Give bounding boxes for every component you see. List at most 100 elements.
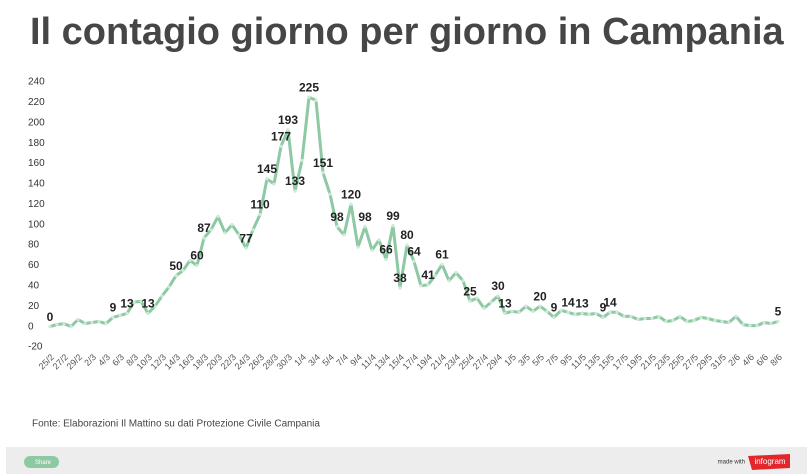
brand: infogram: [754, 457, 785, 466]
data-point: [237, 233, 241, 237]
data-point: [328, 192, 332, 196]
data-label: 20: [533, 289, 547, 303]
data-point: [62, 321, 66, 326]
data-point: [153, 304, 157, 308]
data-point: [111, 315, 115, 320]
data-point: [741, 322, 745, 327]
data-point: [538, 304, 542, 308]
data-point: [300, 158, 304, 163]
data-point: [727, 320, 731, 325]
data-point: [209, 228, 213, 232]
data-point: [202, 236, 206, 240]
y-tick-label: 100: [28, 219, 45, 230]
data-label: 13: [120, 297, 134, 311]
data-point: [636, 317, 640, 322]
data-label: 98: [330, 210, 344, 224]
data-label: 98: [358, 210, 372, 224]
y-tick-label: 240: [28, 77, 45, 88]
data-point: [181, 268, 185, 273]
data-point: [545, 309, 549, 313]
data-point: [461, 279, 465, 283]
y-tick-label: 0: [28, 321, 34, 332]
y-tick-label: 40: [28, 280, 40, 291]
data-label: 14: [561, 296, 575, 310]
data-label: 120: [341, 187, 361, 201]
data-point: [678, 314, 682, 319]
x-tick-label: 30/3: [275, 352, 294, 371]
data-point: [706, 316, 710, 321]
data-label: 66: [379, 243, 393, 257]
data-point: [692, 318, 696, 323]
data-point: [440, 262, 444, 267]
data-point: [713, 318, 717, 323]
data-point: [174, 274, 178, 278]
share-button[interactable]: [24, 456, 59, 468]
data-label: 9: [600, 301, 607, 315]
data-point: [524, 304, 528, 308]
data-label: 87: [197, 221, 211, 235]
data-point: [83, 321, 87, 326]
data-label: 99: [386, 209, 400, 223]
data-point: [510, 309, 514, 313]
data-point: [349, 202, 353, 206]
data-point: [160, 294, 164, 298]
data-point: [48, 325, 52, 329]
data-line: [49, 95, 779, 329]
data-point: [265, 177, 269, 181]
data-label: 77: [239, 231, 253, 245]
data-point: [90, 320, 94, 325]
data-point: [503, 311, 507, 315]
data-point: [223, 231, 227, 235]
data-point: [405, 243, 409, 247]
y-tick-label: 160: [28, 158, 45, 169]
data-point: [167, 285, 171, 289]
data-point: [293, 189, 297, 193]
data-point: [188, 258, 192, 262]
data-point: [573, 312, 577, 316]
data-point: [629, 314, 633, 319]
data-label: 5: [775, 305, 782, 319]
data-point: [755, 323, 759, 328]
y-tick-label: 60: [28, 260, 40, 271]
data-point: [699, 315, 703, 320]
data-point: [314, 98, 318, 102]
data-label: 193: [278, 113, 298, 127]
data-point: [447, 279, 451, 283]
data-point: [615, 310, 619, 314]
x-tick-label: 31/5: [709, 352, 728, 371]
data-point: [531, 309, 535, 313]
data-label: 30: [491, 279, 505, 293]
data-point: [650, 316, 654, 321]
data-point: [720, 319, 724, 324]
data-point: [370, 248, 374, 252]
y-tick-label: 140: [28, 179, 45, 190]
data-point: [272, 182, 276, 186]
data-point: [776, 319, 780, 324]
data-point: [433, 274, 437, 278]
data-point: [398, 286, 402, 290]
share-label[interactable]: Share: [35, 460, 52, 466]
y-tick-label: 200: [28, 117, 45, 128]
data-label: 64: [407, 245, 421, 259]
data-point: [566, 310, 570, 314]
footer: [6, 447, 807, 474]
data-point: [685, 319, 689, 324]
y-tick-label: 220: [28, 97, 45, 108]
data-point: [286, 128, 290, 132]
data-point: [482, 306, 486, 310]
data-point: [55, 322, 59, 327]
data-point: [118, 313, 122, 318]
data-point: [517, 310, 521, 314]
data-point: [97, 319, 101, 324]
data-point: [76, 317, 80, 322]
data-point: [132, 300, 136, 304]
brand-badge: [748, 454, 790, 470]
data-point: [664, 319, 668, 324]
data-point: [279, 144, 283, 148]
data-label: 60: [190, 249, 204, 263]
data-point: [335, 225, 339, 229]
data-point: [419, 284, 423, 288]
data-label: 0: [47, 310, 54, 324]
data-point: [489, 300, 493, 304]
data-point: [412, 259, 416, 263]
